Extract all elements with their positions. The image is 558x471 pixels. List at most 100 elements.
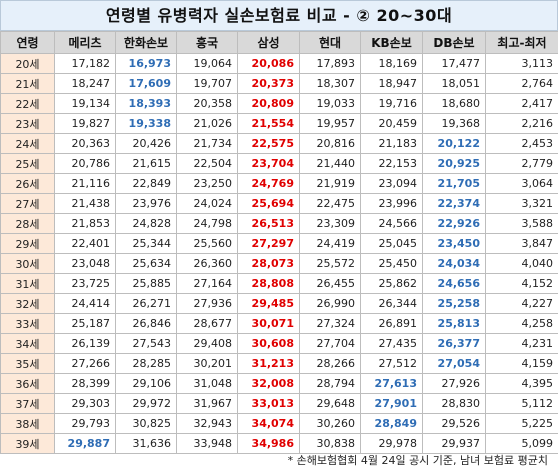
premium-cell: 19,338: [115, 113, 177, 134]
premium-cell: 28,830: [422, 393, 486, 414]
premium-cell: 30,825: [115, 413, 177, 434]
premium-cell: 22,926: [422, 213, 486, 234]
premium-cell: 21,554: [237, 113, 300, 134]
premium-cell: 26,846: [115, 313, 177, 334]
premium-cell: 28,285: [115, 353, 177, 374]
premium-cell: 22,849: [115, 173, 177, 194]
premium-cell: 18,169: [360, 53, 423, 74]
premium-cell: 32,943: [176, 413, 238, 434]
premium-cell: 19,707: [176, 73, 238, 94]
premium-cell: 19,064: [176, 53, 238, 74]
header-row: 연령 메리츠 한화손보 흥국 삼성 현대 KB손보 DB손보 최고-최저: [0, 31, 558, 54]
age-cell: 22세: [0, 93, 55, 114]
table-row: 35세 27,266 28,285 30,201 31,213 28,266 27,512 2…: [0, 353, 558, 374]
premium-cell: 24,798: [176, 213, 238, 234]
table-row: 31세 23,725 25,885 27,164 28,808 26,455 25,862 2…: [0, 273, 558, 294]
header-hyundai: 현대: [299, 31, 361, 54]
premium-cell: 18,247: [54, 73, 116, 94]
premium-cell: 26,455: [299, 273, 361, 294]
premium-cell: 27,297: [237, 233, 300, 254]
table-row: 27세 21,438 23,976 24,024 25,694 22,475 23,996 2…: [0, 193, 558, 214]
premium-cell: 21,853: [54, 213, 116, 234]
premium-cell: 25,187: [54, 313, 116, 334]
premium-cell: 30,608: [237, 333, 300, 354]
premium-cell: 27,613: [360, 373, 423, 394]
premium-cell: 25,560: [176, 233, 238, 254]
premium-cell: 18,393: [115, 93, 177, 114]
max-min-cell: 4,258: [485, 313, 558, 334]
premium-cell: 29,485: [237, 293, 300, 314]
premium-cell: 23,976: [115, 193, 177, 214]
premium-cell: 24,566: [360, 213, 423, 234]
premium-cell: 24,024: [176, 193, 238, 214]
age-cell: 28세: [0, 213, 55, 234]
age-cell: 36세: [0, 373, 55, 394]
age-cell: 30세: [0, 253, 55, 274]
max-min-cell: 2,764: [485, 73, 558, 94]
premium-cell: 20,358: [176, 93, 238, 114]
premium-cell: 26,513: [237, 213, 300, 234]
premium-cell: 21,026: [176, 113, 238, 134]
premium-cell: 22,401: [54, 233, 116, 254]
premium-cell: 20,086: [237, 53, 300, 74]
max-min-cell: 2,453: [485, 133, 558, 154]
table-row: 36세 28,399 29,106 31,048 32,008 28,794 27,613 2…: [0, 373, 558, 394]
premium-cell: 20,459: [360, 113, 423, 134]
premium-cell: 31,048: [176, 373, 238, 394]
premium-cell: 20,816: [299, 133, 361, 154]
max-min-cell: 4,395: [485, 373, 558, 394]
premium-cell: 22,475: [299, 193, 361, 214]
footnote: * 손해보험협회 4월 24일 공시 기준, 남녀 보험료 평균치: [287, 454, 548, 467]
header-kb: KB손보: [360, 31, 423, 54]
premium-cell: 17,182: [54, 53, 116, 74]
premium-cell: 18,680: [422, 93, 486, 114]
premium-cell: 19,827: [54, 113, 116, 134]
comparison-table-container: 연령별 유병력자 실손보험료 비교 - ② 20~30대 연령 메리츠 한화손보…: [0, 0, 558, 454]
premium-cell: 28,399: [54, 373, 116, 394]
table-row: 37세 29,303 29,972 31,967 33,013 29,648 27,901 2…: [0, 393, 558, 414]
max-min-cell: 4,159: [485, 353, 558, 374]
premium-cell: 20,786: [54, 153, 116, 174]
table-row: 34세 26,139 27,543 29,408 30,608 27,704 27,435 2…: [0, 333, 558, 354]
premium-cell: 29,408: [176, 333, 238, 354]
premium-cell: 32,008: [237, 373, 300, 394]
max-min-cell: 2,779: [485, 153, 558, 174]
premium-cell: 25,344: [115, 233, 177, 254]
premium-cell: 23,094: [360, 173, 423, 194]
premium-cell: 23,996: [360, 193, 423, 214]
premium-cell: 22,504: [176, 153, 238, 174]
age-cell: 25세: [0, 153, 55, 174]
premium-cell: 30,838: [299, 433, 361, 454]
premium-cell: 26,891: [360, 313, 423, 334]
premium-cell: 30,201: [176, 353, 238, 374]
premium-cell: 17,609: [115, 73, 177, 94]
premium-cell: 26,139: [54, 333, 116, 354]
premium-cell: 24,828: [115, 213, 177, 234]
table-row: 21세 18,247 17,609 19,707 20,373 18,307 18,947 1…: [0, 73, 558, 94]
age-cell: 34세: [0, 333, 55, 354]
age-cell: 24세: [0, 133, 55, 154]
premium-cell: 31,636: [115, 433, 177, 454]
table-row: 32세 24,414 26,271 27,936 29,485 26,990 26,344 2…: [0, 293, 558, 314]
premium-cell: 18,051: [422, 73, 486, 94]
premium-cell: 25,862: [360, 273, 423, 294]
premium-cell: 25,885: [115, 273, 177, 294]
age-cell: 27세: [0, 193, 55, 214]
premium-cell: 27,704: [299, 333, 361, 354]
premium-cell: 24,656: [422, 273, 486, 294]
age-cell: 23세: [0, 113, 55, 134]
premium-cell: 30,071: [237, 313, 300, 334]
premium-cell: 18,947: [360, 73, 423, 94]
premium-cell: 27,324: [299, 313, 361, 334]
premium-cell: 20,373: [237, 73, 300, 94]
table-row: 38세 29,793 30,825 32,943 34,074 30,260 28,849 2…: [0, 413, 558, 434]
premium-cell: 25,572: [299, 253, 361, 274]
premium-cell: 20,925: [422, 153, 486, 174]
premium-cell: 28,677: [176, 313, 238, 334]
header-db: DB손보: [422, 31, 486, 54]
table-row: 30세 23,048 25,634 26,360 28,073 25,572 25,450 2…: [0, 253, 558, 274]
age-cell: 31세: [0, 273, 55, 294]
premium-cell: 24,034: [422, 253, 486, 274]
premium-cell: 30,260: [299, 413, 361, 434]
premium-cell: 23,704: [237, 153, 300, 174]
